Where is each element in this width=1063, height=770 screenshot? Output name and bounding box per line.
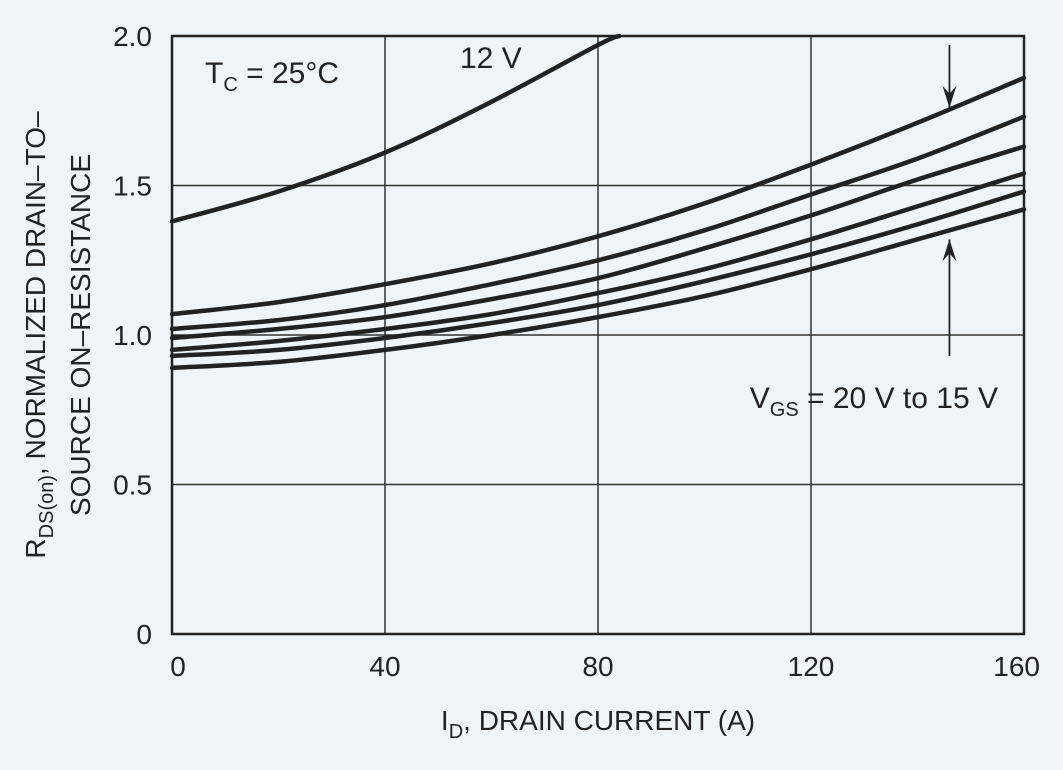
series-line-1 bbox=[169, 75, 1027, 317]
series-line-3 bbox=[169, 144, 1027, 341]
x-tick-label: 120 bbox=[788, 651, 835, 682]
y-axis-label-line2: SOURCE ON–RESISTANCE bbox=[65, 154, 96, 516]
y-tick-label: 2.0 bbox=[113, 21, 152, 52]
y-tick-label: 1.0 bbox=[113, 320, 152, 351]
series-lines bbox=[169, 33, 1027, 371]
x-tick-labels: 0 40 80 120 160 bbox=[170, 651, 1040, 682]
y-tick-label: 0.5 bbox=[113, 470, 152, 501]
series-line-2 bbox=[169, 114, 1027, 332]
tc-annotation: TC = 25°C bbox=[205, 57, 339, 96]
x-tick-label: 40 bbox=[369, 651, 400, 682]
y-tick-labels: 0 0.5 1.0 1.5 2.0 bbox=[113, 21, 152, 650]
vgs-annotation: VGS = 20 V to 15 V bbox=[750, 382, 998, 421]
arrow-down-head bbox=[942, 85, 957, 108]
series-line-4 bbox=[169, 171, 1027, 353]
x-tick-label: 160 bbox=[993, 651, 1040, 682]
vgs-arrows bbox=[942, 44, 957, 356]
grid bbox=[172, 36, 1024, 634]
series-line-5 bbox=[169, 189, 1027, 359]
x-tick-label: 0 bbox=[170, 651, 186, 682]
x-tick-label: 80 bbox=[582, 651, 613, 682]
arrow-up-head bbox=[942, 239, 957, 262]
y-tick-label: 1.5 bbox=[113, 171, 152, 202]
series-line-0 bbox=[169, 33, 622, 224]
x-axis-label: ID, DRAIN CURRENT (A) bbox=[441, 705, 755, 743]
y-axis-label: RDS(on), NORMALIZED DRAIN–TO– SOURCE ON–… bbox=[20, 111, 96, 559]
y-tick-label: 0 bbox=[136, 619, 152, 650]
y-axis-label-line1: RDS(on), NORMALIZED DRAIN–TO– bbox=[20, 111, 58, 559]
series-line-6 bbox=[169, 207, 1027, 371]
v12-annotation: 12 V bbox=[460, 42, 522, 75]
plot-frame bbox=[170, 34, 1026, 636]
